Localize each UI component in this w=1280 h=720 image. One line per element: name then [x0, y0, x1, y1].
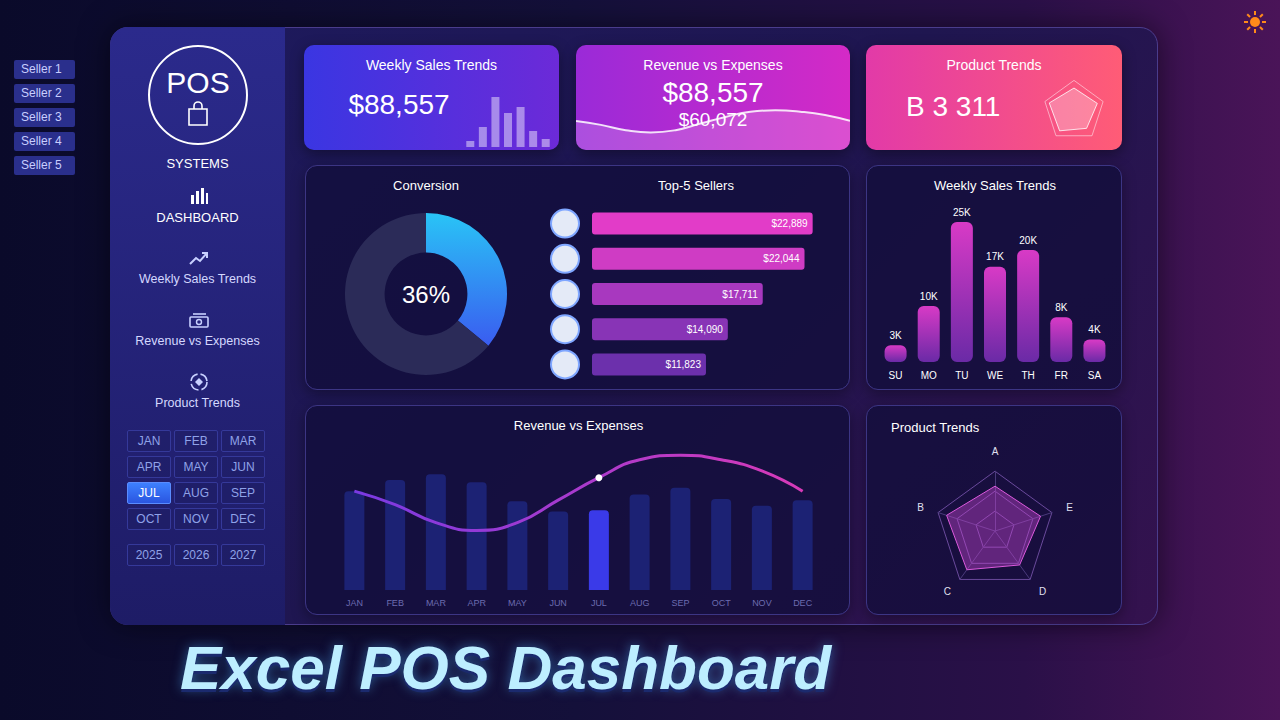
html-text:JAN: JAN [137, 434, 161, 448]
svg-text:MO: MO [921, 370, 937, 381]
html-text:Seller 1: Seller 1 [21, 62, 62, 76]
svg-text:NOV: NOV [752, 598, 772, 608]
html-text:DASHBOARD: DASHBOARD [156, 210, 239, 225]
html-text:MAY: MAY [183, 460, 209, 474]
svg-text:FEB: FEB [386, 598, 404, 608]
svg-text:25K: 25K [953, 207, 971, 218]
html-text:2025: 2025 [135, 548, 163, 562]
svg-text:AUG: AUG [630, 598, 650, 608]
svg-text:A: A [992, 446, 999, 457]
svg-text:10K: 10K [920, 291, 938, 302]
html-text:$88,557: $88,557 [348, 89, 450, 120]
svg-text:C: C [944, 586, 951, 597]
html-text:Weekly Sales Trends: Weekly Sales Trends [934, 178, 1056, 193]
svg-text:JUL: JUL [591, 598, 607, 608]
svg-text:$14,090: $14,090 [687, 324, 724, 335]
html-text:Top-5 Sellers: Top-5 Sellers [658, 178, 734, 193]
html-text:Product Trends: Product Trends [155, 396, 240, 410]
svg-text:$22,044: $22,044 [763, 253, 800, 264]
html-text:Excel POS Dashboard: Excel POS Dashboard [180, 633, 832, 702]
svg-text:WE: WE [987, 370, 1003, 381]
html-text:Seller 5: Seller 5 [21, 158, 62, 172]
svg-text:MAY: MAY [508, 598, 527, 608]
html-text:POS: POS [166, 66, 230, 99]
svg-text:36%: 36% [402, 281, 450, 308]
html-text:OCT: OCT [136, 512, 162, 526]
html-text:2027: 2027 [229, 548, 257, 562]
svg-text:B: B [917, 502, 924, 513]
html-text:Seller 3: Seller 3 [21, 110, 62, 124]
html-text:SEP: SEP [231, 486, 255, 500]
svg-text:20K: 20K [1019, 235, 1037, 246]
svg-text:SEP: SEP [671, 598, 689, 608]
html-text:Revenue vs Expenses: Revenue vs Expenses [643, 57, 783, 73]
html-text:DEC: DEC [230, 512, 256, 526]
svg-text:TU: TU [955, 370, 968, 381]
svg-text:17K: 17K [986, 251, 1004, 262]
svg-text:TH: TH [1021, 370, 1034, 381]
svg-text:SA: SA [1088, 370, 1102, 381]
svg-text:SU: SU [889, 370, 903, 381]
svg-text:$17,711: $17,711 [722, 289, 758, 300]
html-text:JUL: JUL [138, 486, 160, 500]
html-text:AUG: AUG [183, 486, 209, 500]
html-text:Product Trends: Product Trends [891, 420, 980, 435]
svg-text:FR: FR [1055, 370, 1068, 381]
html-text:Product Trends: Product Trends [946, 57, 1042, 73]
html-text:Conversion: Conversion [393, 178, 459, 193]
svg-text:E: E [1066, 502, 1073, 513]
html-text:$60,072: $60,072 [678, 109, 748, 130]
html-text:APR: APR [136, 460, 162, 474]
svg-text:MAR: MAR [426, 598, 447, 608]
html-text:2026: 2026 [182, 548, 210, 562]
html-text:MAR: MAR [229, 434, 257, 448]
html-text:Seller 4: Seller 4 [21, 134, 62, 148]
svg-text:OCT: OCT [712, 598, 732, 608]
svg-text:JUN: JUN [549, 598, 567, 608]
html-text:FEB: FEB [184, 434, 208, 448]
html-text:Revenue vs Expenses: Revenue vs Expenses [513, 418, 644, 433]
html-text:Weekly Sales Trends: Weekly Sales Trends [365, 57, 498, 73]
svg-text:JAN: JAN [346, 598, 363, 608]
html-text:$88,557: $88,557 [662, 77, 764, 108]
html-text:SYSTEMS: SYSTEMS [166, 156, 229, 171]
svg-text:4K: 4K [1088, 324, 1101, 335]
html-text:B 3 311: B 3 311 [906, 91, 1001, 122]
svg-text:APR: APR [467, 598, 486, 608]
html-text:Seller 2: Seller 2 [21, 86, 62, 100]
svg-text:DEC: DEC [793, 598, 813, 608]
html-text:Weekly Sales Trends: Weekly Sales Trends [138, 272, 257, 286]
html-text:Revenue vs Expenses: Revenue vs Expenses [135, 334, 260, 348]
svg-text:$11,823: $11,823 [666, 359, 702, 370]
svg-text:$22,889: $22,889 [771, 218, 808, 229]
svg-text:D: D [1039, 586, 1046, 597]
svg-text:8K: 8K [1055, 302, 1068, 313]
svg-text:3K: 3K [889, 330, 902, 341]
html-text:JUN: JUN [231, 460, 255, 474]
html-text:NOV: NOV [183, 512, 209, 526]
